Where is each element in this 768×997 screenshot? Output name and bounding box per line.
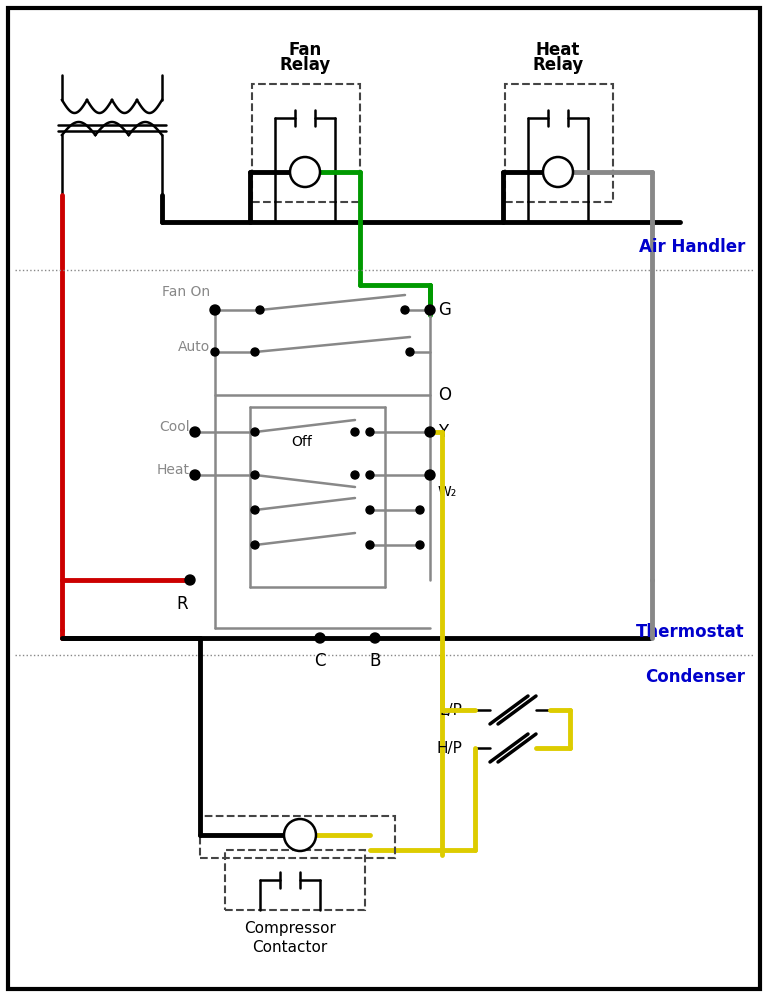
- Circle shape: [190, 427, 200, 437]
- Text: Off: Off: [292, 435, 313, 449]
- Text: Cool: Cool: [160, 420, 190, 434]
- Bar: [252, 84, 360, 202]
- Circle shape: [401, 306, 409, 314]
- Circle shape: [190, 470, 200, 480]
- Text: Fan On: Fan On: [162, 285, 210, 299]
- Text: Relay: Relay: [280, 56, 331, 74]
- Circle shape: [211, 348, 219, 356]
- Text: Thermostat: Thermostat: [637, 623, 745, 641]
- Text: R: R: [176, 595, 188, 613]
- Circle shape: [425, 427, 435, 437]
- Circle shape: [416, 541, 424, 549]
- Circle shape: [406, 348, 414, 356]
- Text: B: B: [369, 652, 381, 670]
- Text: O: O: [438, 386, 451, 404]
- Text: Condenser: Condenser: [645, 668, 745, 686]
- Text: Auto: Auto: [177, 340, 210, 354]
- Text: Heat: Heat: [157, 463, 190, 477]
- Circle shape: [251, 541, 259, 549]
- Circle shape: [366, 428, 374, 436]
- Text: Y: Y: [438, 423, 448, 441]
- Circle shape: [366, 471, 374, 479]
- Text: G: G: [438, 301, 451, 319]
- Circle shape: [185, 575, 195, 585]
- Bar: [225, 850, 365, 910]
- Text: Air Handler: Air Handler: [639, 238, 745, 256]
- Bar: [200, 816, 395, 858]
- Circle shape: [366, 506, 374, 514]
- Circle shape: [251, 428, 259, 436]
- Text: Fan: Fan: [288, 41, 322, 59]
- Text: W₂: W₂: [438, 485, 457, 499]
- Circle shape: [290, 157, 320, 187]
- Text: C: C: [314, 652, 326, 670]
- Circle shape: [416, 506, 424, 514]
- Circle shape: [251, 348, 259, 356]
- Circle shape: [366, 541, 374, 549]
- Circle shape: [210, 305, 220, 315]
- Text: Heat: Heat: [536, 41, 580, 59]
- Circle shape: [256, 306, 264, 314]
- Circle shape: [284, 819, 316, 851]
- Text: Relay: Relay: [532, 56, 584, 74]
- Text: H/P: H/P: [436, 741, 462, 756]
- Circle shape: [425, 305, 435, 315]
- Text: Compressor: Compressor: [244, 920, 336, 935]
- Circle shape: [251, 471, 259, 479]
- Circle shape: [370, 633, 380, 643]
- Circle shape: [251, 506, 259, 514]
- Circle shape: [543, 157, 573, 187]
- Text: Contactor: Contactor: [253, 940, 328, 955]
- Text: L/P: L/P: [439, 703, 462, 718]
- Circle shape: [315, 633, 325, 643]
- Circle shape: [351, 428, 359, 436]
- Circle shape: [425, 470, 435, 480]
- Circle shape: [351, 471, 359, 479]
- Bar: [505, 84, 613, 202]
